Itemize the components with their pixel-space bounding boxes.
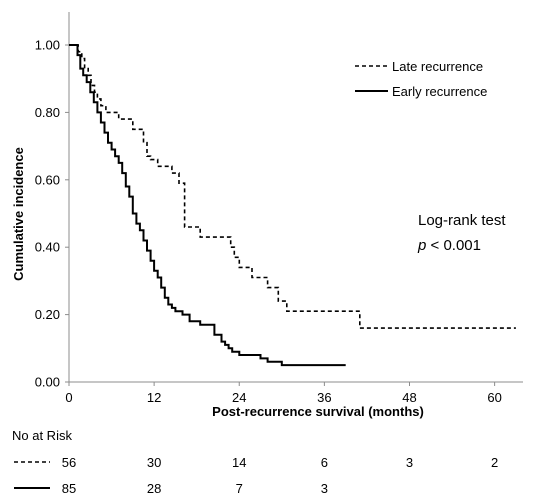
x-axis-title: Post-recurrence survival (months) xyxy=(212,404,424,419)
y-tick-label: 1.00 xyxy=(35,38,60,53)
x-tick-label: 24 xyxy=(232,390,246,405)
risk-table-title: No at Risk xyxy=(12,428,72,443)
risk-table: No at Risk 56 30 14 6 3 2 85 28 7 3 xyxy=(12,428,498,496)
y-tick-label: 0.20 xyxy=(35,307,60,322)
y-axis-title: Cumulative incidence xyxy=(11,147,26,281)
curves xyxy=(69,44,516,367)
risk-count: 3 xyxy=(406,455,413,470)
risk-count: 28 xyxy=(147,481,161,496)
y-tick-label: 0.40 xyxy=(35,240,60,255)
risk-count: 30 xyxy=(147,455,161,470)
axes: 0.00 0.20 0.40 0.60 0.80 1.00 0 12 24 36 48 60 xyxy=(35,12,523,405)
y-tick-label: 0.60 xyxy=(35,172,60,187)
legend-label: Late recurrence xyxy=(392,59,483,74)
y-tick-label: 0.80 xyxy=(35,105,60,120)
risk-count: 6 xyxy=(321,455,328,470)
risk-count: 7 xyxy=(236,481,243,496)
x-tick-label: 12 xyxy=(147,390,161,405)
risk-count: 56 xyxy=(62,455,76,470)
p-value-text: < 0.001 xyxy=(426,237,481,254)
y-tick-label: 0.00 xyxy=(35,375,60,390)
late-recurrence-curve xyxy=(69,44,516,329)
x-tick-label: 60 xyxy=(487,390,501,405)
risk-count: 85 xyxy=(62,481,76,496)
risk-count: 14 xyxy=(232,455,246,470)
legend-label: Early recurrence xyxy=(392,84,487,99)
risk-table-rows: 56 30 14 6 3 2 85 28 7 3 xyxy=(14,455,498,496)
x-tick-label: 36 xyxy=(317,390,331,405)
risk-count: 3 xyxy=(321,481,328,496)
x-tick-label: 48 xyxy=(402,390,416,405)
p-symbol: p xyxy=(417,237,426,254)
p-value-label: p < 0.001 xyxy=(417,237,481,254)
early-recurrence-curve xyxy=(69,44,346,367)
legend: Late recurrence Early recurrence xyxy=(355,59,487,99)
risk-count: 2 xyxy=(491,455,498,470)
x-tick-label: 0 xyxy=(65,390,72,405)
logrank-test-label: Log-rank test xyxy=(418,212,506,229)
